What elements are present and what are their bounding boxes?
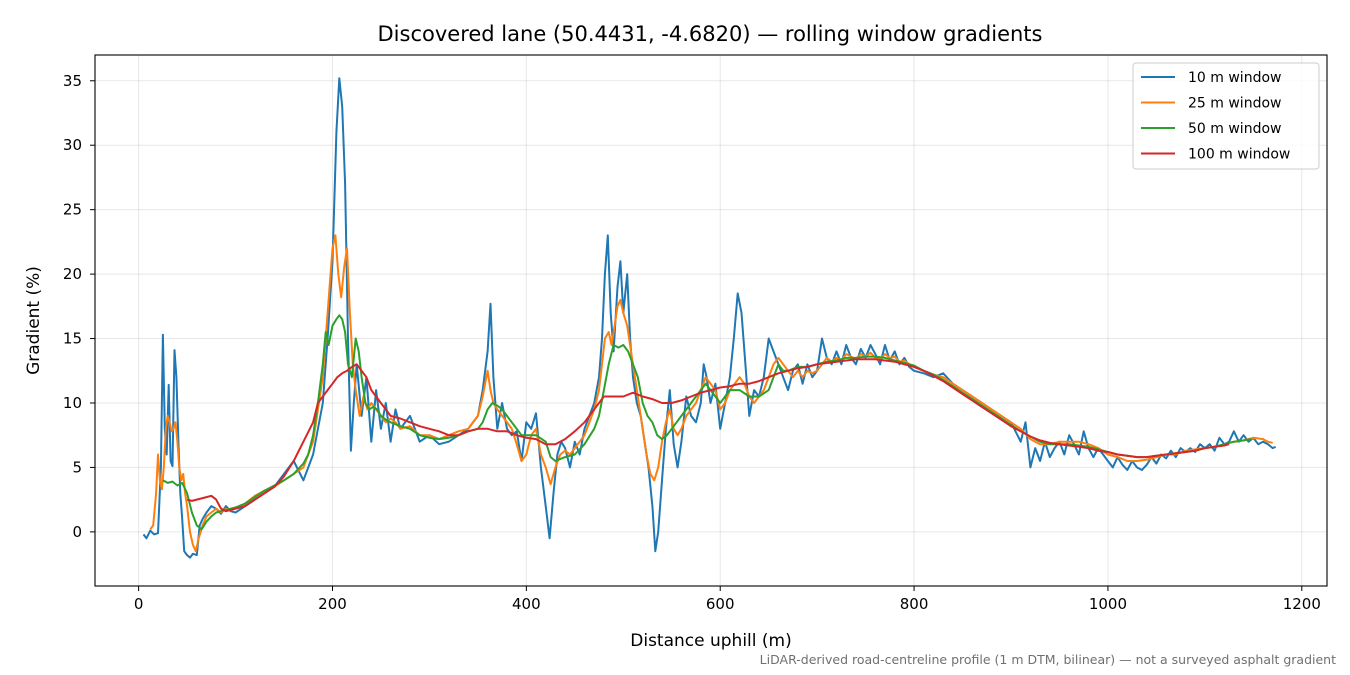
legend-entry-label: 25 m window: [1188, 96, 1281, 112]
plot-frame: [94, 54, 1328, 587]
legend: 10 m window 25 m window 50 m window 100 m w…: [1132, 62, 1320, 170]
legend-entry-label: 50 m window: [1188, 121, 1281, 137]
y-tick-label: 25: [63, 201, 82, 219]
x-tick-label: 600: [706, 595, 735, 613]
tick-layer: 0 200 400 600 800 1000 1200 0 5 10 15 20 25 30 35: [63, 72, 1321, 613]
x-tick-label: 1000: [1089, 595, 1127, 613]
y-tick-label: 10: [63, 394, 82, 412]
x-axis-label: Distance uphill (m): [630, 631, 791, 651]
x-tick-label: 800: [900, 595, 929, 613]
series-line-50-m-window: [162, 314, 1252, 531]
x-tick-label: 0: [134, 595, 144, 613]
x-tick-label: 400: [512, 595, 541, 613]
legend-entry-label: 100 m window: [1188, 147, 1290, 163]
y-tick-label: 30: [63, 136, 82, 154]
y-tick-label: 0: [72, 523, 82, 541]
series-line-100-m-window: [186, 358, 1230, 513]
y-tick-label: 20: [63, 265, 82, 283]
legend-entry-label: 10 m window: [1188, 70, 1281, 86]
x-tick-label: 1200: [1283, 595, 1321, 613]
y-tick-label: 35: [63, 72, 82, 90]
series-layer: [142, 77, 1277, 559]
footnote: LiDAR-derived road-centreline profile (1…: [760, 652, 1336, 667]
y-tick-label: 15: [63, 330, 82, 348]
series-line-10-m-window: [142, 77, 1277, 559]
legend-box: [1132, 62, 1320, 170]
y-tick-label: 5: [72, 458, 82, 476]
chart-title: Discovered lane (50.4431, -4.6820) — rol…: [378, 22, 1043, 46]
y-axis-label: Gradient (%): [24, 266, 44, 375]
x-tick-label: 200: [318, 595, 347, 613]
